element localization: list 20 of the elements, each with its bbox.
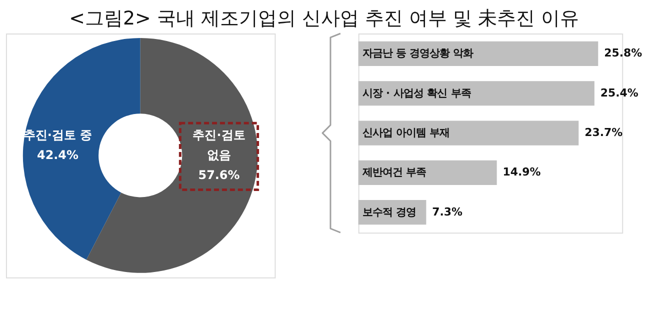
data-label: 57.6% [198, 168, 240, 182]
data-label: 25.8% [604, 46, 642, 60]
data-label: 14.9% [502, 166, 541, 179]
bar [358, 120, 579, 146]
bar [358, 160, 497, 185]
y-tick-label: 신사업 아이템 부재 [362, 127, 450, 140]
slice-label: 추진·검토 없음 [192, 128, 246, 162]
bar [358, 81, 594, 106]
slice-label: 추진·검토 중 [23, 128, 92, 142]
text: <그림2> 국내 제조기업의 신사업 추진 여부 및 未추진 이유 [69, 7, 579, 30]
data-label: 42.4% [37, 148, 78, 162]
donut-slice [23, 38, 140, 260]
data-label: 25.4% [600, 86, 638, 100]
data-label: 23.7% [584, 126, 623, 140]
y-tick-label: 보수적 경영 [362, 206, 416, 218]
y-tick-label: 자금난 등 경영상황 악화 [362, 48, 474, 60]
bar [358, 41, 598, 66]
y-tick-label: 제반여건 부족 [361, 166, 426, 179]
data-label: 7.3% [432, 205, 463, 218]
y-tick-label: 시장 · 사업성 확신 부족 [362, 87, 471, 100]
